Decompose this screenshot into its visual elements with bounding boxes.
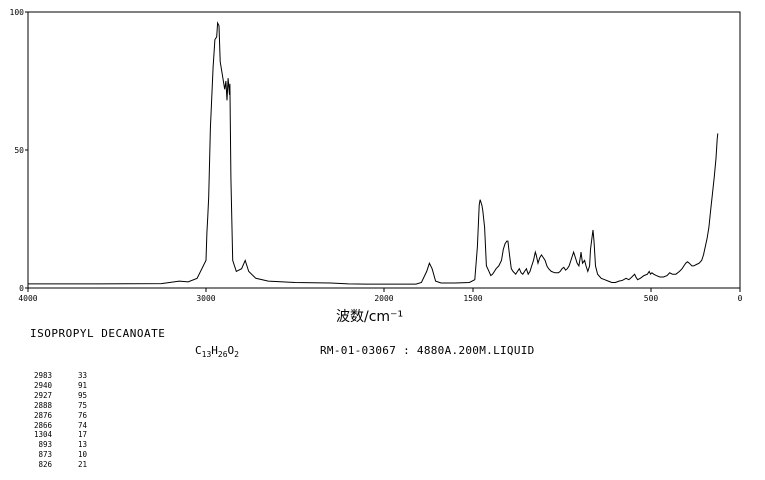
- ir-spectrum-chart: 4000 3000 2000 1500 500 0 0 50 100: [10, 8, 743, 303]
- peak-intensity: 10: [77, 450, 87, 460]
- peak-wavenumber: 2866: [33, 420, 52, 430]
- spectrum-line: [28, 21, 719, 285]
- y-tick-label: 50: [14, 146, 24, 155]
- peak-wavenumber: 2983: [33, 371, 52, 380]
- peak-intensity: 17: [77, 430, 87, 440]
- x-tick-label: 3000: [196, 294, 215, 303]
- peak-row: 2927 95: [30, 391, 87, 401]
- peak-row: 893 13: [30, 440, 87, 450]
- spectrum-id: RM-01-03067 : 4880A.200M.LIQUID: [320, 344, 535, 357]
- formula-oxygen: O: [227, 344, 235, 357]
- peak-row: 2876 76: [30, 411, 87, 421]
- y-tick-label: 100: [10, 8, 25, 17]
- peak-wavenumber: 2876: [33, 410, 52, 420]
- plot-frame: [27, 11, 741, 289]
- peak-row: 2888 75: [30, 401, 87, 411]
- peak-row: 2866 74: [30, 421, 87, 431]
- x-axis-label: 波数/cm⁻¹: [336, 309, 404, 325]
- peak-intensity: 74: [77, 420, 87, 430]
- peak-intensity: 13: [77, 440, 87, 450]
- peak-table: 2983 33 2940 91 2927 95 2888 75 2876 76 2866 74 1304…: [30, 371, 87, 470]
- peak-row: 2940 91: [30, 381, 87, 391]
- formula-hydrogen: H: [211, 344, 218, 357]
- peak-intensity: 95: [77, 390, 87, 400]
- molecular-formula: C13H26O2: [195, 344, 239, 359]
- formula-carbon-count: 13: [201, 350, 212, 360]
- peak-row: 1304 17: [30, 430, 87, 440]
- compound-name: ISOPROPYL DECANOATE: [30, 327, 166, 340]
- peak-wavenumber: 2940: [33, 380, 52, 390]
- x-tick-label: 1500: [463, 294, 482, 303]
- peak-row: 2983 33: [30, 371, 87, 381]
- peak-row: 873 10: [30, 450, 87, 460]
- peak-intensity: 76: [77, 410, 87, 420]
- x-tick-label: 0: [738, 294, 743, 303]
- peak-row: 826 21: [30, 460, 87, 470]
- peak-intensity: 21: [77, 460, 87, 470]
- axis-ticks: 4000 3000 2000 1500 500 0 0 50 100: [10, 8, 743, 303]
- y-tick-label: 0: [19, 284, 24, 293]
- peak-intensity: 33: [77, 371, 87, 380]
- peak-wavenumber: 893: [38, 440, 52, 450]
- peak-intensity: 75: [77, 400, 87, 410]
- peak-intensity: 91: [77, 380, 87, 390]
- x-tick-label: 500: [644, 294, 659, 303]
- peak-wavenumber: 873: [38, 450, 52, 460]
- x-tick-label: 2000: [374, 294, 393, 303]
- peak-wavenumber: 1304: [33, 430, 52, 440]
- peak-wavenumber: 826: [38, 460, 52, 470]
- peak-wavenumber: 2927: [33, 390, 52, 400]
- peak-wavenumber: 2888: [33, 400, 52, 410]
- formula-hydrogen-count: 26: [217, 350, 228, 360]
- formula-oxygen-count: 2: [234, 350, 239, 360]
- x-tick-label: 4000: [18, 294, 37, 303]
- formula-carbon: C: [195, 344, 202, 357]
